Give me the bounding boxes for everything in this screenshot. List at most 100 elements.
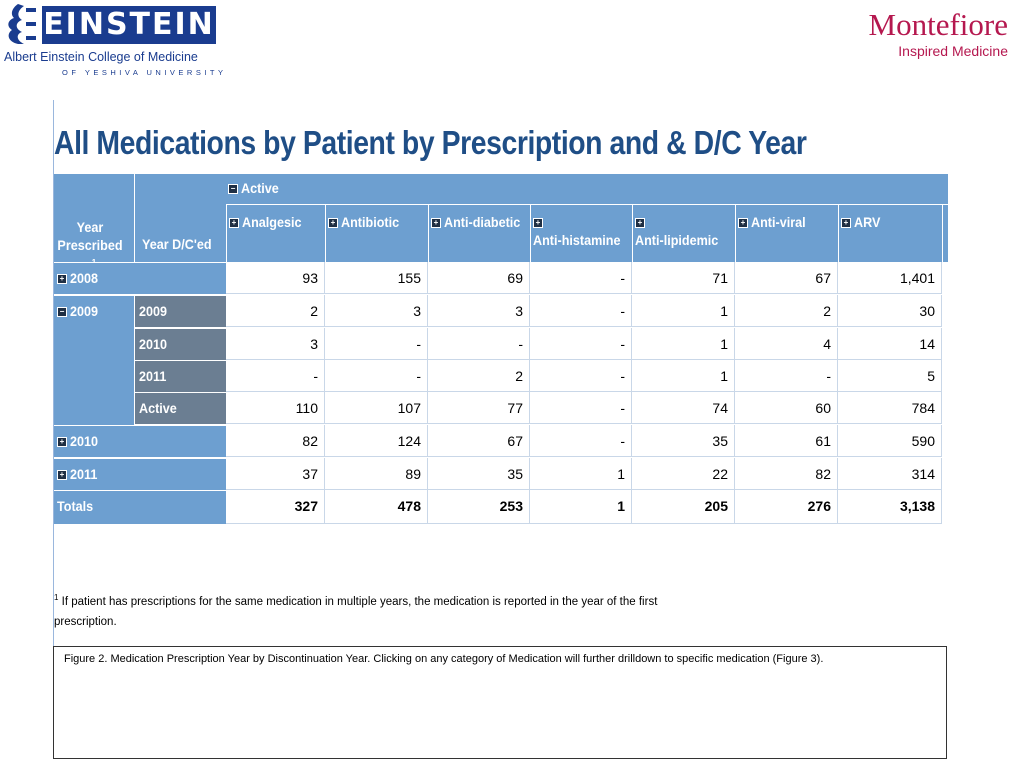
totals-cell: 253 — [428, 490, 530, 524]
table-cell: - — [530, 425, 632, 457]
row-subheader-active: Active — [134, 392, 226, 424]
expand-icon[interactable]: + — [57, 274, 67, 285]
row-sub-label: Active — [139, 400, 177, 416]
page-title: All Medications by Patient by Prescripti… — [54, 124, 807, 161]
active-group-header[interactable]: − Active — [226, 174, 948, 204]
expand-icon[interactable]: + — [229, 218, 239, 229]
row-header-2008[interactable]: +2008 — [54, 262, 226, 294]
row-sub-label: 2011 — [139, 368, 167, 384]
year-prescribed-label: Year Prescribed — [57, 219, 123, 253]
einstein-logo: EINSTEIN Albert Einstein College of Medi… — [4, 2, 234, 92]
column-header-analgesic[interactable]: + Analgesic — [226, 204, 325, 262]
column-header-label: ARV — [854, 214, 881, 230]
collapse-icon[interactable]: − — [57, 307, 67, 318]
table-cell: 3 — [325, 295, 428, 327]
table-cell: 67 — [735, 262, 838, 294]
table-cell: 155 — [325, 262, 428, 294]
table-cell: 107 — [325, 392, 428, 424]
footnote-marker: 1 — [54, 593, 59, 602]
table-cell: 60 — [735, 392, 838, 424]
table-cell: 2 — [735, 295, 838, 327]
column-header-anti-lipidemic[interactable]: + Anti-lipidemic — [632, 204, 735, 262]
column-header-arv[interactable]: + ARV — [838, 204, 942, 262]
table-cell: 2 — [428, 360, 530, 392]
table-cell: 14 — [838, 328, 942, 360]
totals-cell: 1 — [530, 490, 632, 524]
left-divider-line — [53, 100, 54, 660]
expand-icon[interactable]: + — [841, 218, 851, 229]
medication-pivot-table: Year Prescribed1Year D/C'ed−Active+Analg… — [54, 174, 948, 524]
table-cell: 77 — [428, 392, 530, 424]
row-subheader-2010: 2010 — [134, 328, 226, 360]
row-subheader-2011: 2011 — [134, 360, 226, 392]
table-cell: 82 — [226, 425, 325, 457]
table-cell: - — [428, 328, 530, 360]
expand-icon[interactable]: + — [738, 218, 748, 229]
column-header-label: Antibiotic — [341, 214, 400, 230]
totals-cell: 205 — [632, 490, 735, 524]
table-cell: 67 — [428, 425, 530, 457]
table-cell: 1,401 — [838, 262, 942, 294]
year-prescribed-header: Year Prescribed 1 — [54, 174, 134, 262]
montefiore-tagline: Inspired Medicine — [898, 43, 1008, 59]
footnote: 1 If patient has prescriptions for the s… — [54, 588, 674, 632]
expand-icon[interactable]: + — [57, 437, 67, 448]
row-sub-label: 2009 — [139, 303, 168, 319]
collapse-icon[interactable]: − — [228, 184, 238, 195]
expand-icon[interactable]: + — [635, 218, 645, 229]
row-header-2009[interactable]: −2009 — [54, 295, 134, 426]
row-header-2011[interactable]: +2011 — [54, 458, 226, 490]
column-header-label: Anti-diabetic — [444, 214, 521, 230]
table-cell: 1 — [632, 360, 735, 392]
row-year-label: 2011 — [70, 466, 98, 482]
column-header-next-partial[interactable] — [942, 204, 948, 262]
column-header-label: Anti-viral — [751, 214, 806, 230]
column-header-label: Anti-histamine — [533, 232, 621, 248]
table-cell: 4 — [735, 328, 838, 360]
table-cell: 71 — [632, 262, 735, 294]
expand-icon[interactable]: + — [328, 218, 338, 229]
table-cell: 69 — [428, 262, 530, 294]
column-header-label: Analgesic — [242, 214, 302, 230]
table-cell: - — [530, 262, 632, 294]
montefiore-wordmark: Montefiore — [868, 7, 1008, 42]
table-cell: 89 — [325, 458, 428, 490]
einstein-wordmark: EINSTEIN — [42, 6, 216, 44]
expand-icon[interactable]: + — [431, 218, 441, 229]
column-header-label: Anti-lipidemic — [635, 232, 719, 248]
column-header-anti-histamine[interactable]: + Anti-histamine — [530, 204, 632, 262]
column-header-antibiotic[interactable]: + Antibiotic — [325, 204, 428, 262]
expand-icon[interactable]: + — [57, 470, 67, 481]
table-cell: 30 — [838, 295, 942, 327]
einstein-subtitle-yeshiva: OF YESHIVA UNIVERSITY — [62, 68, 227, 77]
table-cell: 37 — [226, 458, 325, 490]
active-group-label: Active — [241, 180, 279, 196]
table-cell: 124 — [325, 425, 428, 457]
table-cell: 3 — [428, 295, 530, 327]
table-cell: 784 — [838, 392, 942, 424]
table-cell: 2 — [226, 295, 325, 327]
table-cell: 74 — [632, 392, 735, 424]
row-year-label: 2009 — [70, 303, 99, 319]
column-header-anti-viral[interactable]: + Anti-viral — [735, 204, 838, 262]
expand-icon[interactable]: + — [533, 218, 543, 229]
totals-cell: 3,138 — [838, 490, 942, 524]
einstein-mark-icon — [8, 4, 36, 44]
totals-label: Totals — [57, 498, 94, 514]
table-cell: 1 — [530, 458, 632, 490]
table-cell: 35 — [428, 458, 530, 490]
table-cell: 82 — [735, 458, 838, 490]
row-subheader-2009: 2009 — [134, 295, 226, 327]
table-cell: - — [325, 360, 428, 392]
table-cell: - — [530, 295, 632, 327]
einstein-subtitle: Albert Einstein College of Medicine — [4, 50, 198, 64]
table-cell: - — [735, 360, 838, 392]
table-cell: - — [530, 392, 632, 424]
year-prescribed-footnote-marker: 1 — [92, 258, 96, 262]
column-header-anti-diabetic[interactable]: + Anti-diabetic — [428, 204, 530, 262]
table-cell: 61 — [735, 425, 838, 457]
row-header-2010[interactable]: +2010 — [54, 425, 226, 457]
table-cell: 110 — [226, 392, 325, 424]
row-sub-label: 2010 — [139, 336, 168, 352]
year-dced-header: Year D/C'ed — [134, 174, 226, 262]
